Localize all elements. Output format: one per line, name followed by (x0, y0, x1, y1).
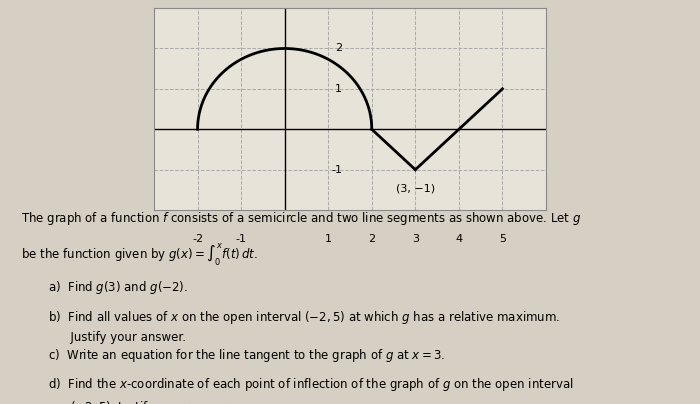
Text: a)  Find $g(3)$ and $g(-2)$.: a) Find $g(3)$ and $g(-2)$. (48, 279, 188, 296)
Text: be the function given by $g(x)=\int_0^x f(t)\,dt$.: be the function given by $g(x)=\int_0^x … (21, 242, 258, 269)
Text: 3: 3 (412, 234, 419, 244)
Text: 5: 5 (499, 234, 506, 244)
Text: 2: 2 (368, 234, 375, 244)
Text: c)  Write an equation for the line tangent to the graph of $g$ at $x=3$.: c) Write an equation for the line tangen… (48, 347, 445, 364)
Text: 1: 1 (335, 84, 342, 94)
Text: -2: -2 (192, 234, 203, 244)
Text: (3, −1): (3, −1) (395, 184, 435, 194)
Text: d)  Find the $x$-coordinate of each point of inflection of the graph of $g$ on t: d) Find the $x$-coordinate of each point… (48, 376, 574, 404)
Text: 1: 1 (325, 234, 332, 244)
Text: The graph of a function $f$ consists of a semicircle and two line segments as sh: The graph of a function $f$ consists of … (21, 210, 581, 227)
Text: 2: 2 (335, 44, 342, 53)
Text: -1: -1 (236, 234, 246, 244)
Text: b)  Find all values of $x$ on the open interval $(-2, 5)$ at which $g$ has a rel: b) Find all values of $x$ on the open in… (48, 309, 561, 344)
Text: 4: 4 (455, 234, 463, 244)
Text: -1: -1 (331, 165, 342, 175)
